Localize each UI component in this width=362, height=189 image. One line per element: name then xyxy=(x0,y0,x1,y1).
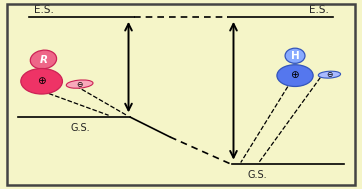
Text: H: H xyxy=(291,51,299,61)
Ellipse shape xyxy=(277,65,313,87)
Ellipse shape xyxy=(66,80,93,88)
Ellipse shape xyxy=(30,50,56,69)
Ellipse shape xyxy=(21,69,63,94)
Text: $\oplus$: $\oplus$ xyxy=(37,75,46,86)
Text: $\ominus$: $\ominus$ xyxy=(325,70,333,79)
Ellipse shape xyxy=(285,48,305,63)
Text: G.S.: G.S. xyxy=(71,123,90,133)
Text: E.S.: E.S. xyxy=(309,5,328,15)
Text: E.S.: E.S. xyxy=(34,5,53,15)
Text: $\oplus$: $\oplus$ xyxy=(290,69,300,80)
Text: G.S.: G.S. xyxy=(248,170,268,180)
Ellipse shape xyxy=(318,71,341,78)
Text: R: R xyxy=(39,55,47,64)
Text: $\ominus$: $\ominus$ xyxy=(76,80,84,89)
